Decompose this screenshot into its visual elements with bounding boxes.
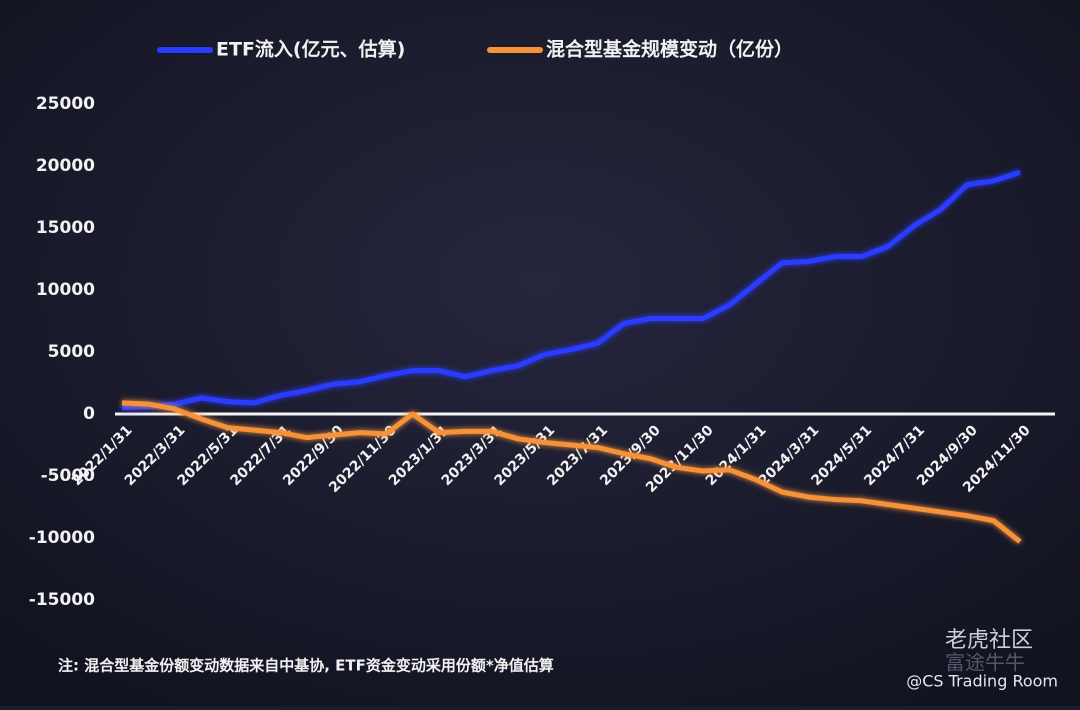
- legend-label: ETF流入(亿元、估算): [216, 38, 405, 61]
- legend-label: 混合型基金规模变动（亿份）: [546, 38, 793, 61]
- y-tick-label: 20000: [36, 156, 95, 176]
- watermark-brand: 老虎社区: [945, 628, 1033, 653]
- watermark-account: @CS Trading Room: [906, 672, 1058, 691]
- series-line: [121, 400, 1022, 544]
- y-tick-label: -15000: [29, 590, 95, 610]
- series-line: [121, 169, 1021, 411]
- y-tick-label: 25000: [36, 94, 95, 114]
- y-tick-label: -5000: [41, 466, 96, 486]
- footnote: 注: 混合型基金份额变动数据来自中基协, ETF资金变动采用份额*净值估算: [58, 657, 554, 675]
- y-tick-label: 10000: [36, 280, 95, 300]
- y-tick-label: 0: [83, 404, 95, 424]
- y-tick-label: 5000: [48, 342, 95, 362]
- y-tick-label: 15000: [36, 218, 95, 238]
- watermark-brand2: 富途牛牛: [945, 651, 1025, 675]
- y-tick-label: -10000: [29, 528, 95, 548]
